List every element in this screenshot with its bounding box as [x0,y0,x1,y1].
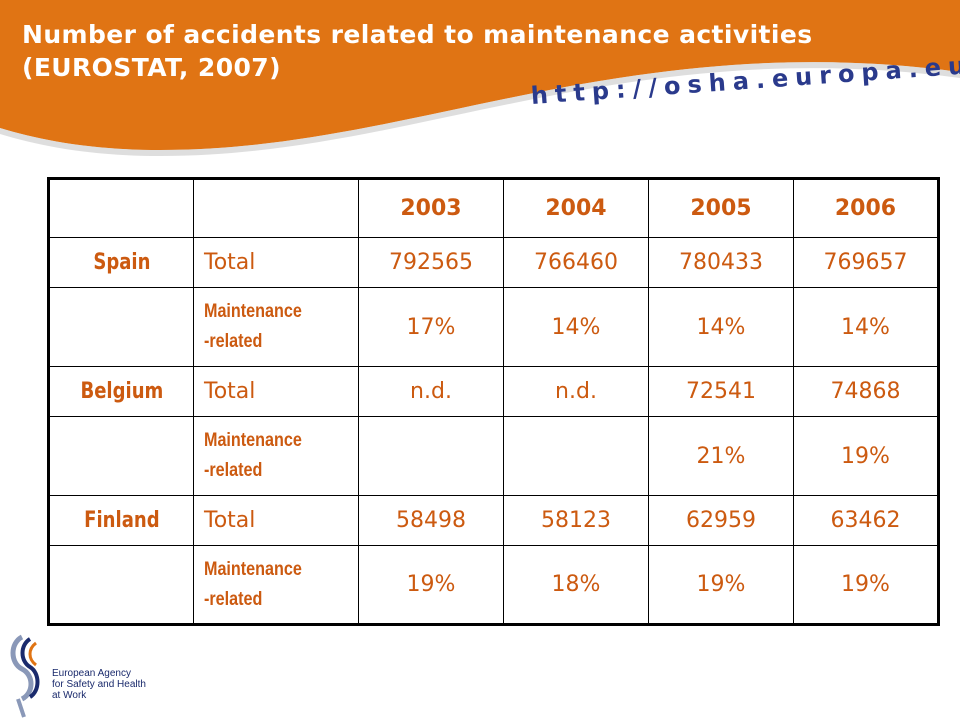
value-cell: 17% [358,287,504,367]
value-cell: 18% [503,545,649,625]
value-cell: 21% [648,416,794,496]
row-label: Total [193,495,359,546]
value-cell: 74868 [793,366,939,417]
value-cell: 58123 [503,495,649,546]
value-cell: 19% [358,545,504,625]
value-cell: 14% [503,287,649,367]
value-cell: 72541 [648,366,794,417]
logo-text: European Agency for Safety and Health at… [52,668,146,701]
slide-title: Number of accidents related to maintenan… [22,18,813,84]
accidents-table: 2003 2004 2005 2006 Spain Total 792565 7… [47,177,940,626]
table-row: Maintenance -related 17% 14% 14% 14% [48,287,939,367]
header-empty-cell [193,178,359,238]
table-header-row: 2003 2004 2005 2006 [48,178,939,238]
eu-osha-logo-icon [10,634,40,718]
value-cell: 14% [793,287,939,367]
row-label: Maintenance -related [193,545,359,625]
country-cell: Belgium [61,366,181,417]
row-label: Maintenance -related [193,287,359,367]
title-line-1: Number of accidents related to maintenan… [22,20,813,49]
value-cell [358,416,504,496]
value-cell: 58498 [358,495,504,546]
value-cell: 792565 [358,237,504,288]
year-header: 2005 [648,178,794,238]
value-cell: 780433 [648,237,794,288]
table-row: Maintenance -related 19% 18% 19% 19% [48,545,939,625]
value-cell: 19% [793,416,939,496]
title-line-2: (EUROSTAT, 2007) [22,53,281,82]
table-row: Finland Total 58498 58123 62959 63462 [49,495,939,546]
country-cell [48,545,194,625]
table-row: Spain Total 792565 766460 780433 769657 [49,237,939,288]
row-label: Maintenance -related [193,416,359,496]
value-cell: n.d. [503,366,649,417]
value-cell: 19% [648,545,794,625]
header-banner [0,0,960,156]
value-cell: 62959 [648,495,794,546]
value-cell: 769657 [793,237,939,288]
value-cell: 766460 [503,237,649,288]
row-label: Total [193,237,359,288]
country-cell [48,416,194,496]
value-cell: 63462 [793,495,939,546]
value-cell: 19% [793,545,939,625]
country-cell: Spain [61,237,181,288]
country-cell: Finland [61,495,181,546]
table-row: Maintenance -related 21% 19% [48,416,939,496]
year-header: 2003 [358,178,504,238]
year-header: 2006 [793,178,939,238]
header-empty-cell [48,178,194,238]
value-cell: n.d. [358,366,504,417]
value-cell: 14% [648,287,794,367]
year-header: 2004 [503,178,649,238]
value-cell [503,416,649,496]
table-row: Belgium Total n.d. n.d. 72541 74868 [49,366,939,417]
country-cell [48,287,194,367]
row-label: Total [193,366,359,417]
